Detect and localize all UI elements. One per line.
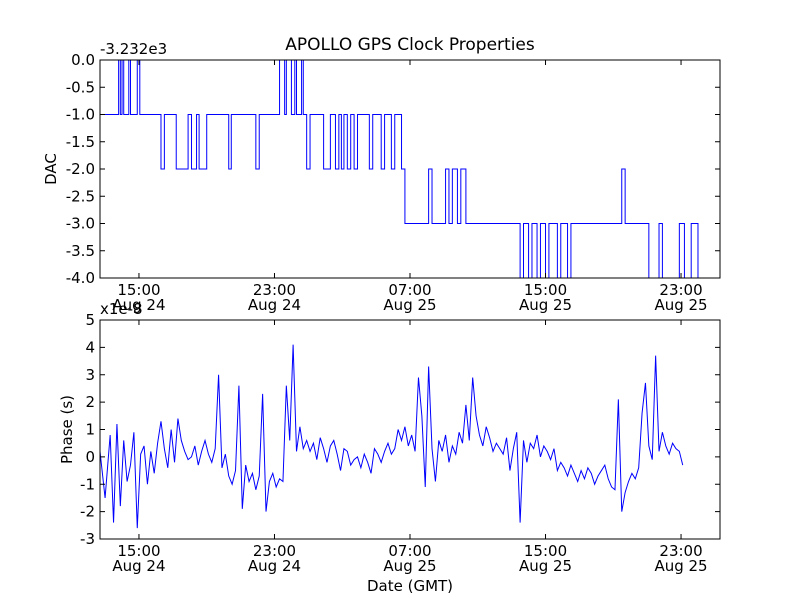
dac-series-line: [100, 60, 719, 278]
phase-ytick-label: 5: [85, 311, 95, 329]
phase-xtick-label-time: 23:00: [659, 542, 702, 560]
phase-xtick-label-date: Aug 25: [519, 557, 572, 575]
dac-xtick-label-date: Aug 25: [383, 296, 436, 314]
dac-ytick-label: -0.5: [66, 78, 95, 96]
phase-y-axis-label: Phase (s): [58, 395, 76, 464]
phase-ytick-label: -3: [80, 530, 95, 548]
phase-ytick-label: -1: [80, 475, 95, 493]
dac-ytick-label: -3.5: [66, 242, 95, 260]
phase-xtick-label-date: Aug 24: [248, 557, 301, 575]
phase-offset-label: x1e-8: [100, 300, 143, 318]
dac-xtick-label-date: Aug 25: [519, 296, 572, 314]
phase-ytick-label: 0: [85, 448, 95, 466]
phase-xtick-label-time: 15:00: [117, 542, 160, 560]
phase-ytick-label: 1: [85, 421, 95, 439]
dac-xtick-label-time: 15:00: [524, 281, 567, 299]
dac-xtick-label-time: 23:00: [659, 281, 702, 299]
phase-xtick-label-time: 15:00: [524, 542, 567, 560]
phase-series-line: [100, 344, 684, 529]
dac-panel: 0.0 -0.5 -1.0 -1.5 -2.0 -2.5 -3.0 -3.5 -4.0 15:00…: [42, 40, 721, 314]
phase-ytick-label: 2: [85, 393, 95, 411]
dac-ytick-label: -1.0: [66, 106, 95, 124]
dac-xtick-label-time: 23:00: [253, 281, 296, 299]
dac-ytick-label: -3.0: [66, 215, 95, 233]
phase-xtick-label-time: 07:00: [388, 542, 431, 560]
dac-xtick-label-time: 07:00: [388, 281, 431, 299]
dac-y-axis-label: DAC: [42, 153, 60, 185]
chart-title: APOLLO GPS Clock Properties: [285, 35, 535, 55]
x-axis-label: Date (GMT): [367, 577, 453, 595]
dac-xtick-label-date: Aug 25: [654, 296, 707, 314]
phase-xtick-label-date: Aug 25: [654, 557, 707, 575]
dac-offset-label: -3.232e3: [100, 40, 167, 58]
phase-ytick-label: 4: [85, 338, 95, 356]
dac-ytick-label: -4.0: [66, 269, 95, 287]
dac-xtick-label-date: Aug 24: [112, 296, 165, 314]
dac-ytick-label: -2.0: [66, 160, 95, 178]
phase-xtick-label-date: Aug 25: [383, 557, 436, 575]
phase-ytick-label: -2: [80, 503, 95, 521]
phase-ytick-label: 3: [85, 366, 95, 384]
dac-xtick-label-time: 15:00: [117, 281, 160, 299]
dac-ytick-label: 0.0: [71, 51, 95, 69]
phase-xtick-label-date: Aug 24: [112, 557, 165, 575]
dac-ytick-label: -1.5: [66, 133, 95, 151]
dac-xtick-label-date: Aug 24: [248, 296, 301, 314]
dac-ytick-label: -2.5: [66, 187, 95, 205]
phase-xtick-label-time: 23:00: [253, 542, 296, 560]
